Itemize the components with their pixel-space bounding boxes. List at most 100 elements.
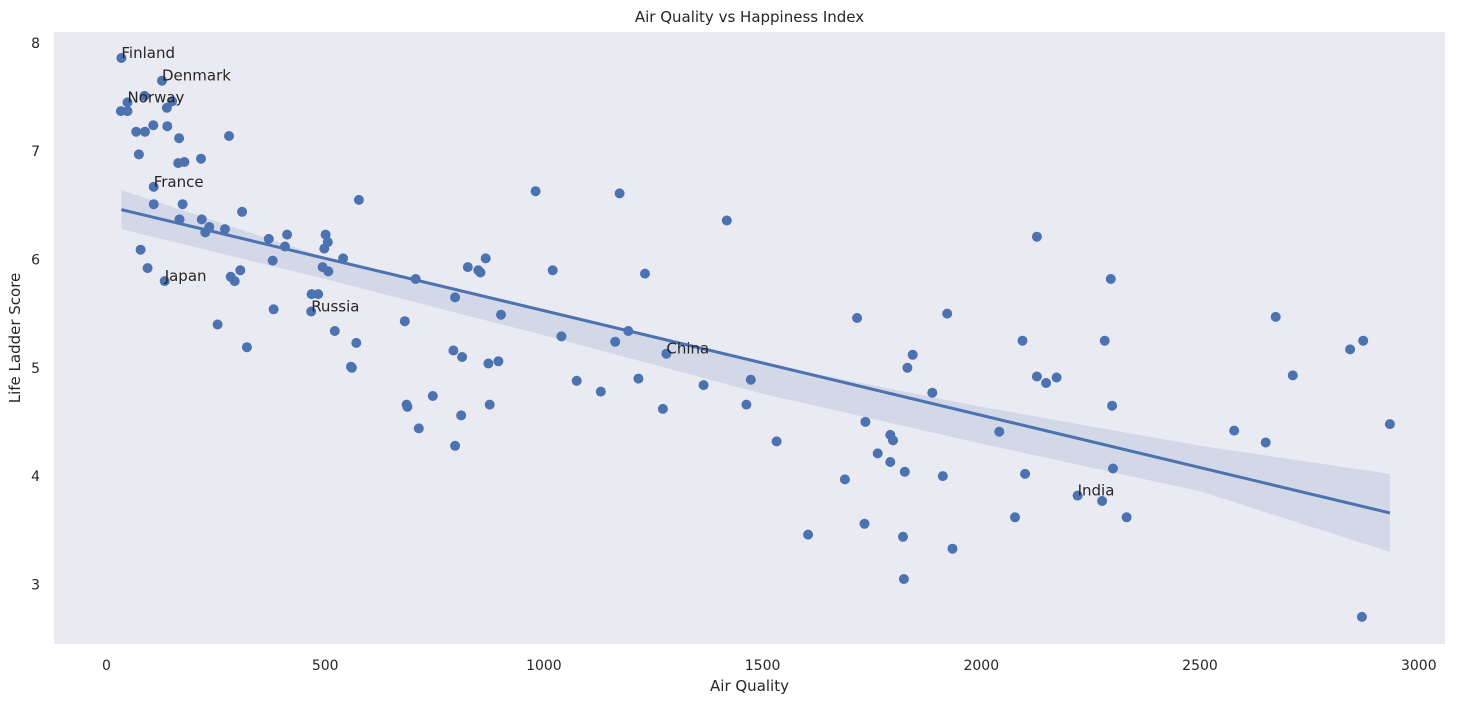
data-point xyxy=(410,274,421,284)
data-point xyxy=(1270,311,1281,322)
data-point xyxy=(907,349,918,360)
annotation-label: Russia xyxy=(311,298,359,316)
data-point xyxy=(1345,344,1356,355)
data-point xyxy=(196,153,206,164)
data-point xyxy=(745,374,756,385)
data-point xyxy=(1105,274,1116,284)
data-point xyxy=(346,362,357,373)
y-axis-label: Life Ladder Score xyxy=(6,273,24,404)
data-point xyxy=(1287,370,1298,381)
data-point xyxy=(448,345,459,356)
data-point xyxy=(937,471,948,482)
data-point xyxy=(462,262,473,273)
data-point xyxy=(142,263,153,274)
data-point xyxy=(200,227,211,238)
data-point xyxy=(237,206,248,217)
data-point xyxy=(556,331,567,342)
data-point xyxy=(859,518,870,529)
annotation-label: Norway xyxy=(128,88,185,106)
data-point xyxy=(1010,512,1020,523)
data-point xyxy=(212,319,223,330)
data-point xyxy=(224,131,234,141)
data-point xyxy=(456,410,467,421)
data-point xyxy=(131,126,142,137)
data-point xyxy=(1031,231,1042,242)
data-point xyxy=(1229,425,1240,436)
data-point xyxy=(927,387,938,398)
regression-line-layer xyxy=(121,208,1391,515)
data-point xyxy=(1020,468,1031,479)
data-point xyxy=(1260,437,1271,448)
annotation-label: Finland xyxy=(121,44,175,62)
data-point xyxy=(427,391,438,401)
data-point xyxy=(157,75,167,86)
data-point xyxy=(885,457,896,467)
data-point xyxy=(268,304,279,315)
data-point xyxy=(803,529,814,540)
data-point xyxy=(547,265,558,276)
data-point xyxy=(1017,335,1028,346)
data-point xyxy=(139,90,150,101)
data-point xyxy=(1031,371,1042,382)
data-point xyxy=(640,268,650,279)
data-point xyxy=(306,306,317,317)
data-point xyxy=(161,102,172,113)
data-point xyxy=(942,308,953,319)
data-point xyxy=(148,181,159,192)
data-point xyxy=(235,265,246,276)
data-point xyxy=(623,326,634,336)
data-point xyxy=(329,326,340,336)
regression-line xyxy=(121,208,1391,515)
x-tick-label: 2000 xyxy=(963,658,999,674)
data-point xyxy=(475,267,486,278)
confidence-band-layer xyxy=(121,190,1390,552)
data-point xyxy=(530,186,541,197)
annotation-label: France xyxy=(154,173,204,191)
data-point xyxy=(457,352,468,362)
y-tick-label: 6 xyxy=(31,253,40,269)
data-point xyxy=(1356,611,1367,622)
x-tick-label: 500 xyxy=(312,658,339,674)
data-point xyxy=(177,199,188,210)
data-point xyxy=(174,133,185,144)
data-point xyxy=(741,399,752,410)
data-point xyxy=(771,436,782,447)
data-point xyxy=(140,126,150,137)
data-point xyxy=(1108,463,1118,474)
annotation-label: India xyxy=(1078,482,1115,500)
confidence-band xyxy=(121,190,1390,552)
y-tick-label: 4 xyxy=(31,469,40,485)
data-point xyxy=(320,229,331,240)
plot-background xyxy=(54,32,1445,644)
data-point xyxy=(122,106,133,117)
data-point xyxy=(116,53,127,63)
data-point xyxy=(994,426,1005,437)
x-tick-label: 1000 xyxy=(526,658,562,674)
data-point xyxy=(698,380,709,391)
data-point xyxy=(888,435,898,446)
data-point xyxy=(122,97,133,108)
data-point xyxy=(1072,490,1083,501)
data-point xyxy=(860,416,871,427)
data-point xyxy=(480,253,491,264)
data-point xyxy=(493,356,504,367)
data-point xyxy=(633,373,644,384)
data-point xyxy=(353,194,364,205)
data-point xyxy=(721,215,732,226)
data-point xyxy=(450,440,461,451)
y-tick-label: 7 xyxy=(31,144,40,160)
annotation-label: Japan xyxy=(164,267,207,285)
data-point xyxy=(282,229,293,240)
x-tick-label: 1500 xyxy=(745,658,781,674)
data-point xyxy=(220,224,230,235)
data-point xyxy=(148,199,159,210)
data-point xyxy=(839,474,850,485)
data-point xyxy=(338,253,349,264)
data-point xyxy=(852,313,863,323)
x-tick-label: 2500 xyxy=(1182,658,1218,674)
data-point xyxy=(661,348,672,359)
data-point xyxy=(1051,372,1062,383)
data-point xyxy=(179,157,190,167)
data-point xyxy=(898,574,909,584)
data-point xyxy=(313,289,324,300)
